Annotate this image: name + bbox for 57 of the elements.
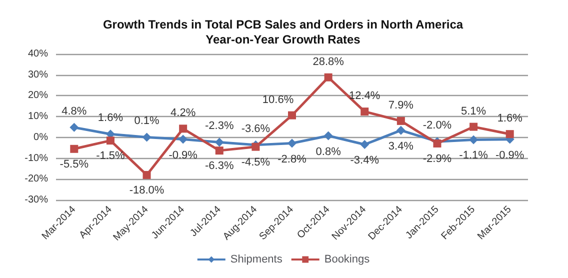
data-label: -0.9%: [168, 149, 198, 162]
point: [360, 140, 370, 150]
point: [214, 138, 224, 147]
data-label: -5.5%: [60, 158, 89, 170]
y-tick-label: 0%: [34, 132, 48, 143]
data-label: 1.6%: [497, 112, 523, 125]
point: [324, 73, 332, 82]
y-tick-label: -10%: [24, 152, 48, 164]
data-label: 1.6%: [98, 112, 124, 124]
data-label: -2.0%: [422, 120, 452, 132]
data-label: 0.1%: [134, 115, 160, 128]
data-label: 5.1%: [461, 105, 486, 118]
data-label: 28.8%: [312, 56, 344, 68]
data-label: -1.5%: [96, 150, 126, 162]
point: [179, 124, 188, 133]
data-label: 10.6%: [262, 94, 294, 106]
point: [252, 142, 260, 151]
point: [142, 132, 152, 142]
data-label: -4.5%: [241, 156, 270, 168]
data-label: -2.9%: [422, 152, 452, 165]
y-tick-label: 40%: [28, 48, 48, 60]
data-label: -3.4%: [350, 154, 380, 167]
point: [178, 134, 188, 144]
data-label: 3.4%: [388, 140, 414, 152]
point: [215, 146, 224, 155]
y-tick-label: -30%: [24, 194, 48, 206]
point: [142, 170, 151, 179]
point: [70, 122, 79, 132]
y-tick-label: 10%: [28, 111, 48, 122]
legend-label: Shipments: [230, 254, 283, 266]
y-tick-label: 20%: [28, 90, 48, 102]
data-label: -3.6%: [241, 122, 270, 135]
data-label: 4.2%: [170, 107, 196, 120]
data-label: 7.9%: [388, 99, 414, 112]
point: [470, 122, 478, 131]
chart-title: Growth Trends in Total PCB Sales and Orders in North America Year-on-Year Growth Rates: [102, 18, 464, 46]
data-label: -2.8%: [278, 153, 307, 166]
data-label: -18.0%: [129, 184, 164, 196]
data-label: -2.3%: [205, 120, 234, 132]
point: [396, 116, 405, 125]
data-label: 0.8%: [316, 146, 342, 158]
point: [360, 108, 369, 116]
point: [288, 111, 296, 120]
data-label: -1.1%: [459, 150, 488, 162]
point: [288, 138, 296, 148]
point: [106, 136, 114, 145]
y-tick-label: -20%: [24, 174, 48, 185]
data-label: 4.8%: [62, 105, 87, 118]
y-tick-label: 30%: [28, 69, 48, 80]
data-label: -6.3%: [205, 160, 234, 172]
data-label: 12.4%: [349, 90, 380, 102]
data-label: -0.9%: [495, 149, 524, 162]
point: [70, 144, 78, 153]
legend-label: Bookings: [324, 254, 370, 266]
point: [396, 126, 406, 135]
point: [506, 130, 514, 138]
point: [324, 131, 333, 140]
